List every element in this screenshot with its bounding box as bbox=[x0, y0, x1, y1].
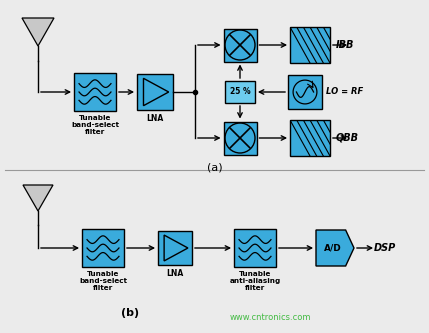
Text: Tunable
band-select
filter: Tunable band-select filter bbox=[71, 115, 119, 135]
Text: 25 %: 25 % bbox=[230, 88, 250, 97]
Text: A/D: A/D bbox=[324, 243, 342, 252]
Text: Tunable
anti-aliasing
filter: Tunable anti-aliasing filter bbox=[230, 271, 281, 291]
Bar bbox=[224, 122, 257, 155]
Bar bbox=[225, 81, 255, 103]
Polygon shape bbox=[316, 230, 354, 266]
Text: Tunable
band-select
filter: Tunable band-select filter bbox=[79, 271, 127, 291]
Polygon shape bbox=[23, 185, 53, 211]
Bar bbox=[234, 229, 276, 267]
Text: IBB: IBB bbox=[336, 40, 354, 50]
Bar bbox=[137, 74, 173, 110]
Bar bbox=[290, 27, 330, 63]
Text: LNA: LNA bbox=[146, 114, 163, 123]
Polygon shape bbox=[22, 18, 54, 46]
Text: (b): (b) bbox=[121, 308, 139, 318]
Bar bbox=[224, 29, 257, 62]
Text: LO = RF: LO = RF bbox=[326, 88, 363, 97]
Bar bbox=[82, 229, 124, 267]
Bar bbox=[158, 231, 192, 265]
Bar bbox=[290, 120, 330, 156]
Text: LNA: LNA bbox=[166, 269, 184, 278]
Text: www.cntronics.com: www.cntronics.com bbox=[230, 313, 311, 322]
Text: QBB: QBB bbox=[336, 133, 359, 143]
Text: DSP: DSP bbox=[374, 243, 396, 253]
Text: (a): (a) bbox=[207, 162, 223, 172]
Bar bbox=[74, 73, 116, 111]
Bar bbox=[288, 75, 322, 109]
